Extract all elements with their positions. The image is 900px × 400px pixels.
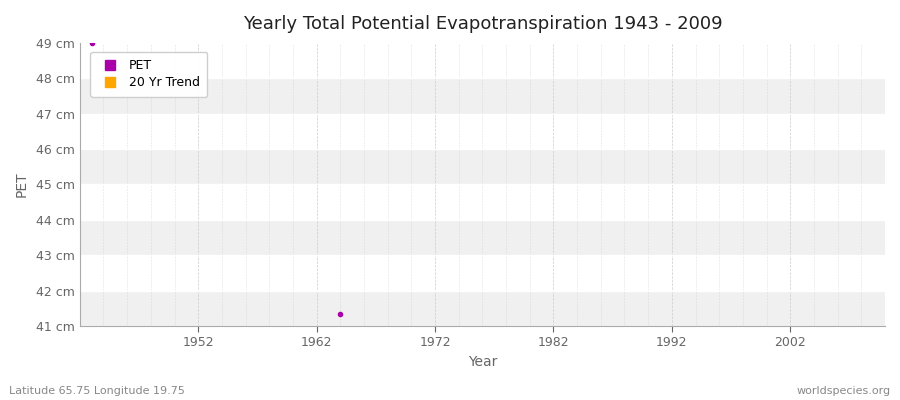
- X-axis label: Year: Year: [468, 355, 497, 369]
- Bar: [80, 184, 885, 220]
- Bar: [80, 78, 885, 114]
- Legend: PET, 20 Yr Trend: PET, 20 Yr Trend: [90, 52, 207, 97]
- Bar: [80, 149, 885, 184]
- Bar: [80, 291, 885, 326]
- Text: worldspecies.org: worldspecies.org: [796, 386, 891, 396]
- Bar: [80, 255, 885, 291]
- Bar: [80, 43, 885, 78]
- Bar: [80, 114, 885, 149]
- Title: Yearly Total Potential Evapotranspiration 1943 - 2009: Yearly Total Potential Evapotranspiratio…: [243, 15, 722, 33]
- Bar: [80, 220, 885, 255]
- Text: Latitude 65.75 Longitude 19.75: Latitude 65.75 Longitude 19.75: [9, 386, 184, 396]
- Y-axis label: PET: PET: [15, 172, 29, 197]
